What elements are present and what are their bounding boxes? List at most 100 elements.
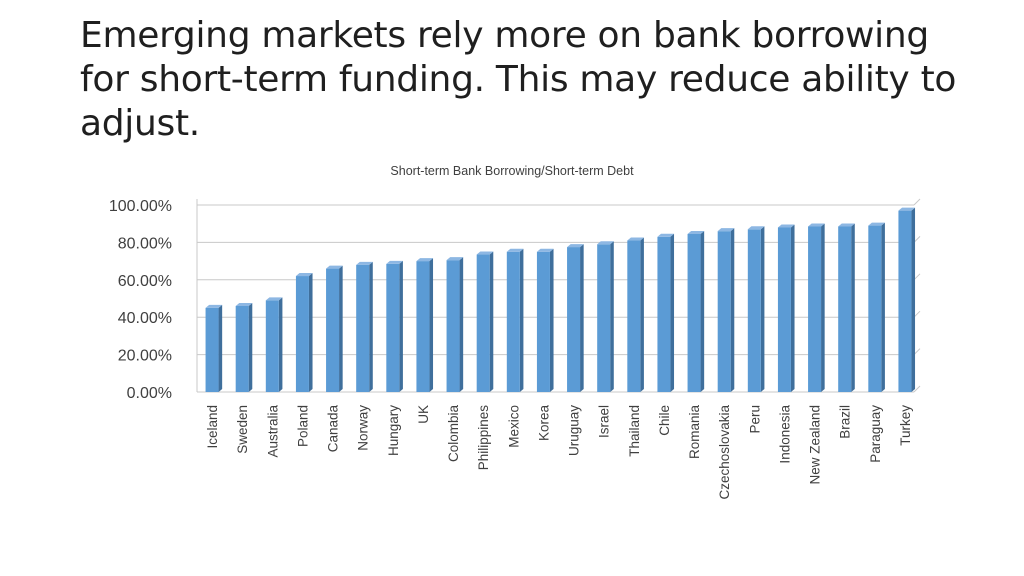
x-tick-label: Hungary (386, 405, 401, 456)
bar-top (536, 248, 554, 252)
bar-side (369, 261, 373, 392)
bar-top (295, 273, 313, 277)
bar (747, 229, 761, 392)
bar-top (597, 241, 614, 245)
bar-side (248, 302, 253, 392)
x-tick-label: Uruguay (567, 405, 582, 456)
bar-top (506, 248, 524, 252)
bar-top (627, 237, 644, 241)
slide-title: Emerging markets rely more on bank borro… (80, 15, 957, 144)
bar (265, 300, 279, 392)
bar (205, 307, 219, 392)
bar (446, 260, 460, 392)
bar-top (717, 228, 735, 232)
bar-top (265, 297, 283, 301)
x-tick-label: Peru (747, 405, 762, 434)
bar (326, 268, 340, 392)
bar-side (218, 304, 223, 392)
bar (416, 261, 430, 392)
x-tick-label: Colombia (446, 405, 461, 463)
bar-top (416, 258, 434, 262)
bar (808, 226, 822, 392)
gridline-depth (913, 385, 921, 393)
bar-side (399, 260, 403, 392)
bar-top (476, 251, 494, 255)
bar (356, 264, 370, 392)
bars (205, 207, 916, 392)
x-tick-label: UK (416, 405, 431, 424)
x-tick-label: Korea (536, 405, 551, 442)
x-tick-label: Norway (356, 405, 371, 451)
bar-top (777, 224, 795, 228)
bar-side (549, 248, 554, 392)
y-tick-label: 60.00% (118, 273, 172, 290)
bar (777, 227, 791, 392)
x-tick-label: Czechoslovakia (717, 405, 732, 500)
bar-top (687, 230, 705, 234)
bar-side (580, 244, 584, 392)
bar-side (339, 265, 343, 392)
bar-side (760, 226, 765, 392)
gridline-depth (913, 198, 921, 206)
bar-top (657, 233, 675, 237)
bar-side (670, 233, 675, 392)
bar-top (205, 304, 223, 308)
x-tick-label: Romania (687, 405, 702, 460)
bar-top (235, 302, 253, 306)
bar (717, 231, 731, 392)
bar-side (610, 241, 614, 392)
bar (597, 244, 611, 392)
bar-side (640, 237, 644, 392)
y-tick-label: 40.00% (118, 310, 172, 327)
bar-top (898, 207, 916, 211)
bar-top (326, 265, 343, 269)
bar-side (489, 251, 494, 392)
bar (536, 251, 550, 392)
bar (657, 236, 671, 392)
bar-side (278, 297, 283, 392)
bar (506, 251, 520, 392)
x-tick-label: Turkey (898, 405, 913, 446)
bar-side (459, 257, 464, 392)
y-tick-label: 0.00% (127, 385, 172, 402)
x-tick-label: Indonesia (777, 405, 792, 464)
x-tick-label: Australia (265, 405, 280, 458)
bar-side (911, 207, 916, 392)
bar (295, 276, 309, 392)
bar-top (446, 257, 464, 261)
x-tick-label: Israel (597, 405, 612, 438)
x-tick-label: Sweden (235, 405, 250, 454)
x-tick-label: Poland (295, 405, 310, 447)
y-tick-label: 20.00% (118, 348, 172, 365)
bar-side (700, 230, 705, 392)
x-tick-label: Iceland (205, 405, 220, 449)
y-axis-ticks: 0.00% 20.00% 40.00% 60.00% 80.00% 100.00% (109, 198, 172, 402)
bar (838, 226, 852, 392)
bar (627, 240, 641, 392)
y-tick-label: 100.00% (109, 198, 172, 215)
bar-side (881, 222, 885, 392)
bar-side (730, 228, 735, 392)
bar-side (821, 223, 825, 392)
bar-top (838, 223, 855, 227)
bar-top (808, 223, 825, 227)
bar (567, 247, 581, 392)
y-tick-label: 80.00% (118, 235, 172, 252)
bar-top (868, 222, 885, 226)
bar (235, 305, 249, 392)
x-tick-label: Canada (326, 405, 341, 453)
x-tick-label: Chile (657, 405, 672, 436)
bar (687, 233, 701, 392)
x-tick-label: Paraguay (868, 405, 883, 463)
bar-side (308, 273, 313, 392)
x-tick-label: New Zealand (808, 405, 823, 485)
chart-title: Short-term Bank Borrowing/Short-term Deb… (390, 164, 634, 178)
x-tick-label: Thailand (627, 405, 642, 457)
bar-side (851, 223, 855, 392)
bar-top (356, 261, 373, 265)
bar (386, 263, 400, 392)
x-tick-label: Philippines (476, 405, 491, 471)
bar (476, 254, 490, 392)
x-axis-ticks: Iceland Sweden Australia Poland Canada Norway… (205, 405, 913, 500)
